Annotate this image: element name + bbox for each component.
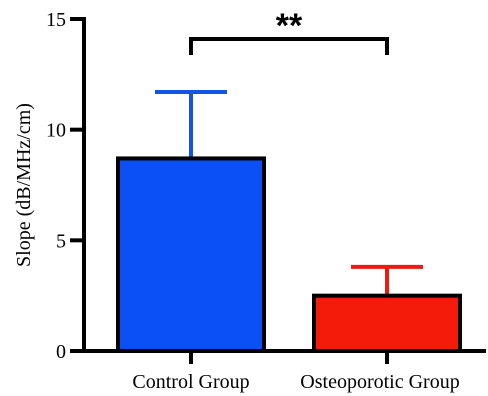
plot-area: 0 5 10 15 Control Group Osteoporotic Group **	[46, 7, 486, 393]
y-tick-label: 15	[46, 9, 66, 31]
y-tick-label: 0	[56, 341, 66, 363]
significance-label: **	[276, 7, 303, 45]
y-tick-label: 10	[46, 120, 66, 142]
significance-bracket	[189, 37, 389, 55]
x-tick-label: Control Group	[132, 371, 249, 393]
x-tick-label: Osteoporotic Group	[300, 371, 459, 393]
bar-control-group	[116, 156, 266, 353]
y-axis-label: Slope (dB/MHz/cm)	[13, 103, 35, 267]
y-tick-label: 5	[56, 230, 66, 252]
bar-osteoporotic-group	[312, 293, 462, 353]
